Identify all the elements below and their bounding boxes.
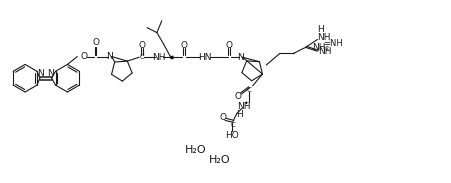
Text: O: O (92, 38, 99, 47)
Text: O: O (225, 41, 232, 50)
Text: O: O (138, 41, 145, 50)
Text: HN: HN (198, 53, 212, 62)
Text: NH: NH (152, 53, 165, 62)
Text: NH: NH (317, 33, 330, 42)
Text: N: N (37, 69, 44, 78)
Text: O: O (234, 92, 241, 101)
Text: =NH: =NH (322, 39, 342, 48)
Text: NH: NH (318, 47, 331, 56)
Text: H: H (316, 25, 323, 34)
Text: H: H (236, 110, 243, 119)
Text: HO: HO (225, 131, 238, 140)
Text: H₂O: H₂O (184, 145, 206, 155)
Text: H₂O: H₂O (209, 155, 230, 165)
Text: N: N (106, 52, 113, 61)
Text: O: O (219, 113, 226, 122)
Text: O: O (81, 52, 87, 61)
Text: C: C (230, 122, 235, 128)
Text: NH₂: NH₂ (311, 43, 328, 52)
Text: N: N (47, 69, 54, 78)
Text: C: C (246, 87, 250, 93)
Text: O: O (180, 41, 188, 50)
Text: C: C (139, 54, 144, 60)
Text: N: N (237, 53, 244, 62)
Text: NH: NH (236, 102, 250, 111)
